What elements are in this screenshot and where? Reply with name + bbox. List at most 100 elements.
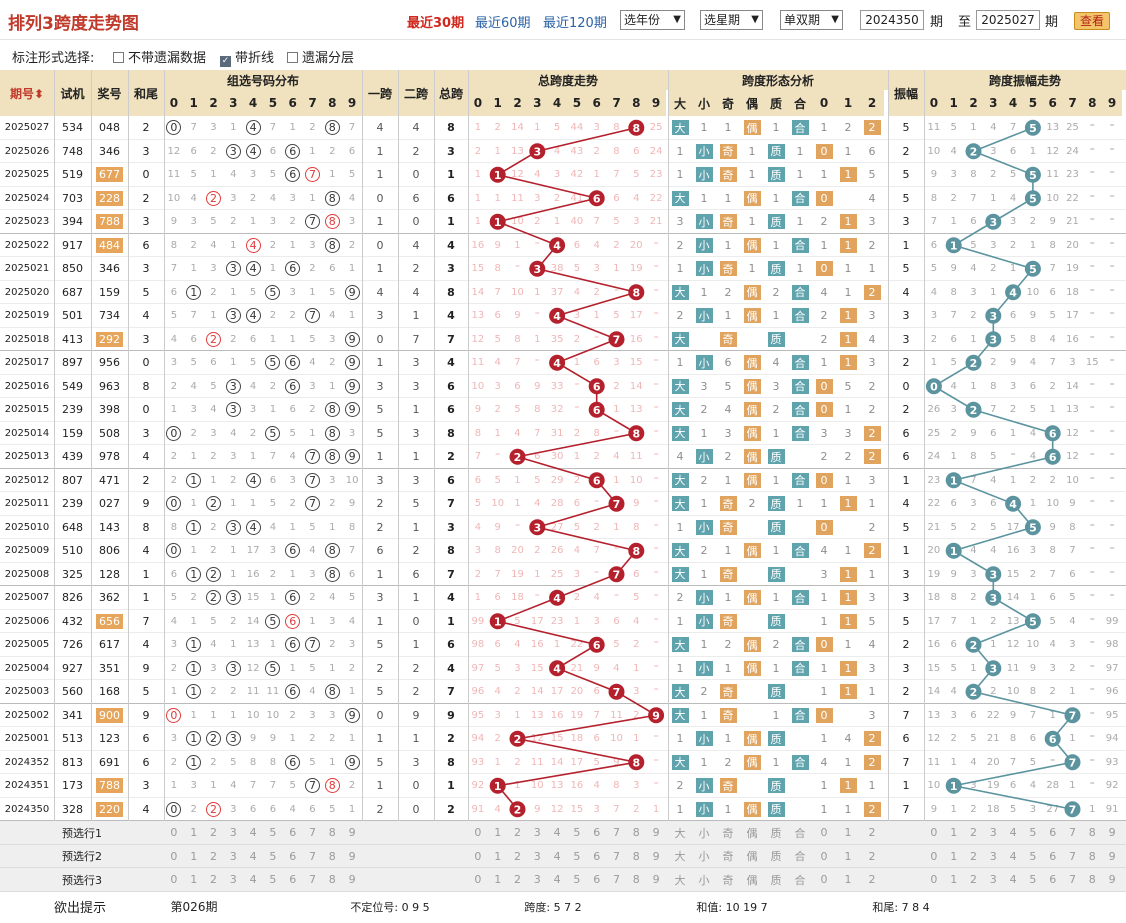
preselect-amp-digit[interactable]: 8 xyxy=(1088,849,1096,863)
preselect-shape[interactable]: 奇 xyxy=(722,850,734,864)
preselect-amp-digit[interactable]: 2 xyxy=(969,849,977,863)
preselect-amp-digit[interactable]: 7 xyxy=(1068,873,1076,887)
preselect-shape[interactable]: 0 xyxy=(820,849,828,863)
preselect-amp-digit[interactable]: 5 xyxy=(1029,849,1037,863)
preselect-span-digit[interactable]: 8 xyxy=(632,873,640,887)
preselect-span-digit[interactable]: 9 xyxy=(652,873,660,887)
option-no-missing[interactable]: 不带遗漏数据 xyxy=(113,47,206,66)
preselect-digit[interactable]: 4 xyxy=(249,826,257,840)
preselect-span-digit[interactable]: 6 xyxy=(593,826,601,840)
preselect-digit[interactable]: 4 xyxy=(249,849,257,863)
preselect-digit[interactable]: 0 xyxy=(170,849,178,863)
preselect-amp-digit[interactable]: 1 xyxy=(950,873,958,887)
preselect-span-digit[interactable]: 1 xyxy=(494,849,502,863)
preselect-shape[interactable]: 大 xyxy=(674,850,686,864)
preselect-shape[interactable]: 大 xyxy=(674,873,686,887)
preselect-shape[interactable]: 大 xyxy=(674,826,686,840)
preselect-amp-digit[interactable]: 1 xyxy=(950,849,958,863)
preselect-amp-digit[interactable]: 6 xyxy=(1049,873,1057,887)
preselect-shape[interactable]: 0 xyxy=(820,826,828,840)
preselect-digit[interactable]: 0 xyxy=(170,873,178,887)
preselect-amp-digit[interactable]: 8 xyxy=(1088,826,1096,840)
preselect-span-digit[interactable]: 1 xyxy=(494,873,502,887)
preselect-span-digit[interactable]: 8 xyxy=(632,826,640,840)
preselect-shape[interactable]: 合 xyxy=(794,873,806,887)
preselect-amp-digit[interactable]: 3 xyxy=(989,873,997,887)
parity-select[interactable]: 单双期 ▼ xyxy=(780,10,843,30)
preselect-amp-digit[interactable]: 6 xyxy=(1049,849,1057,863)
preselect-digit[interactable]: 9 xyxy=(348,826,356,840)
option-line[interactable]: ✓ 带折线 xyxy=(220,47,274,67)
preselect-span-digit[interactable]: 0 xyxy=(474,826,482,840)
preselect-span-digit[interactable]: 9 xyxy=(652,826,660,840)
preselect-digit[interactable]: 3 xyxy=(229,873,237,887)
preselect-span-digit[interactable]: 5 xyxy=(573,849,581,863)
preselect-digit[interactable]: 4 xyxy=(249,873,257,887)
preselect-span-digit[interactable]: 5 xyxy=(573,873,581,887)
preselect-digit[interactable]: 1 xyxy=(190,826,198,840)
preselect-amp-digit[interactable]: 9 xyxy=(1108,873,1116,887)
preselect-span-digit[interactable]: 4 xyxy=(553,849,561,863)
preselect-span-digit[interactable]: 4 xyxy=(553,873,561,887)
preselect-shape[interactable]: 质 xyxy=(770,850,782,864)
preselect-digit[interactable]: 2 xyxy=(209,849,217,863)
preselect-shape[interactable]: 质 xyxy=(770,826,782,840)
preselect-span-digit[interactable]: 8 xyxy=(632,849,640,863)
checkbox[interactable] xyxy=(113,52,124,63)
preselect-amp-digit[interactable]: 3 xyxy=(989,849,997,863)
preselect-digit[interactable]: 7 xyxy=(308,873,316,887)
period-from-input[interactable]: 2024350 xyxy=(860,10,924,30)
range-link-30[interactable]: 最近30期 xyxy=(407,16,465,31)
preselect-amp-digit[interactable]: 2 xyxy=(969,826,977,840)
preselect-shape[interactable]: 2 xyxy=(868,873,876,887)
preselect-digit[interactable]: 3 xyxy=(229,826,237,840)
preselect-amp-digit[interactable]: 9 xyxy=(1108,849,1116,863)
preselect-digit[interactable]: 7 xyxy=(308,826,316,840)
preselect-span-digit[interactable]: 2 xyxy=(513,873,521,887)
preselect-digit[interactable]: 0 xyxy=(170,826,178,840)
preselect-shape[interactable]: 合 xyxy=(794,850,806,864)
preselect-span-digit[interactable]: 7 xyxy=(612,826,620,840)
preselect-span-digit[interactable]: 7 xyxy=(612,849,620,863)
preselect-digit[interactable]: 8 xyxy=(328,873,336,887)
preselect-span-digit[interactable]: 0 xyxy=(474,873,482,887)
preselect-span-digit[interactable]: 6 xyxy=(593,849,601,863)
preselect-span-digit[interactable]: 3 xyxy=(533,873,541,887)
query-button[interactable]: 查看 xyxy=(1074,12,1110,30)
preselect-amp-digit[interactable]: 0 xyxy=(930,873,938,887)
preselect-span-digit[interactable]: 9 xyxy=(652,849,660,863)
preselect-span-digit[interactable]: 5 xyxy=(573,826,581,840)
preselect-shape[interactable]: 1 xyxy=(844,873,852,887)
preselect-shape[interactable]: 1 xyxy=(844,826,852,840)
preselect-amp-digit[interactable]: 0 xyxy=(930,826,938,840)
option-layer[interactable]: 遗漏分层 xyxy=(287,47,354,66)
week-select[interactable]: 选星期 ▼ xyxy=(700,10,763,30)
preselect-span-digit[interactable]: 6 xyxy=(593,873,601,887)
preselect-digit[interactable]: 5 xyxy=(269,826,277,840)
preselect-digit[interactable]: 3 xyxy=(229,849,237,863)
preselect-amp-digit[interactable]: 3 xyxy=(989,826,997,840)
preselect-amp-digit[interactable]: 8 xyxy=(1088,873,1096,887)
preselect-digit[interactable]: 8 xyxy=(328,826,336,840)
preselect-amp-digit[interactable]: 4 xyxy=(1009,849,1017,863)
preselect-amp-digit[interactable]: 4 xyxy=(1009,826,1017,840)
preselect-digit[interactable]: 8 xyxy=(328,849,336,863)
preselect-shape[interactable]: 质 xyxy=(770,873,782,887)
preselect-amp-digit[interactable]: 5 xyxy=(1029,826,1037,840)
preselect-amp-digit[interactable]: 2 xyxy=(969,873,977,887)
preselect-digit[interactable]: 6 xyxy=(289,826,297,840)
preselect-shape[interactable]: 0 xyxy=(820,873,828,887)
header-period[interactable]: 期号⬍ xyxy=(0,70,54,116)
period-to-input[interactable]: 2025027 xyxy=(976,10,1040,30)
preselect-span-digit[interactable]: 2 xyxy=(513,849,521,863)
preselect-shape[interactable]: 小 xyxy=(698,826,710,840)
preselect-span-digit[interactable]: 2 xyxy=(513,826,521,840)
preselect-digit[interactable]: 1 xyxy=(190,873,198,887)
preselect-amp-digit[interactable]: 7 xyxy=(1068,849,1076,863)
preselect-shape[interactable]: 2 xyxy=(868,849,876,863)
preselect-shape[interactable]: 小 xyxy=(698,850,710,864)
preselect-shape[interactable]: 2 xyxy=(868,826,876,840)
preselect-digit[interactable]: 1 xyxy=(190,849,198,863)
preselect-shape[interactable]: 奇 xyxy=(722,873,734,887)
preselect-span-digit[interactable]: 7 xyxy=(612,873,620,887)
